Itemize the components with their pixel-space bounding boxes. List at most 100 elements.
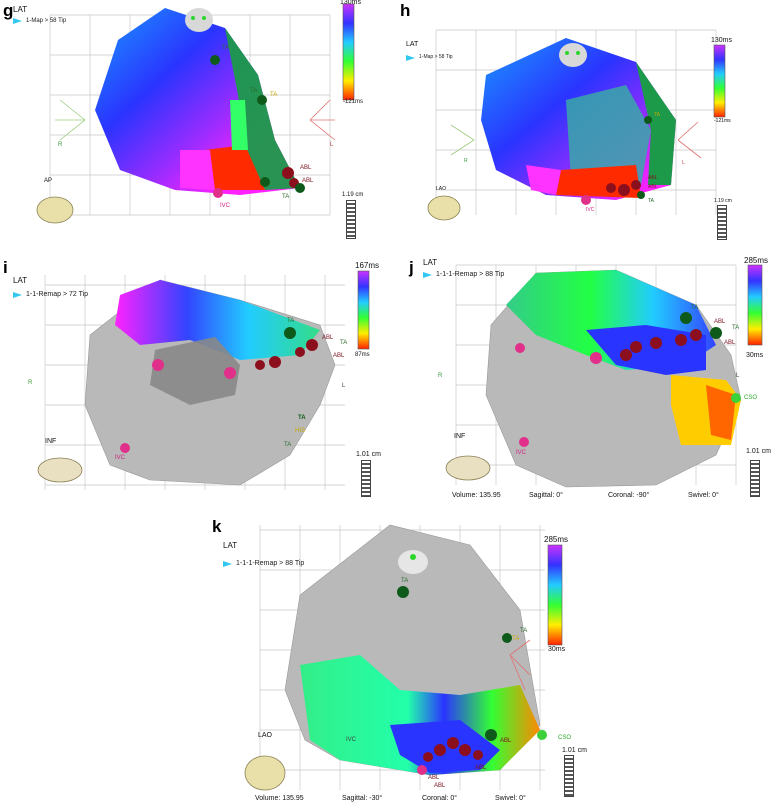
panel-g-label-abl2: ABL: [302, 178, 314, 184]
panel-j-scale-bar: [750, 460, 760, 497]
panel-j-label-cso: CSO: [744, 395, 758, 401]
panel-g: g LAT 1-Map > 58 Tip 130ms -121ms 1.19 c…: [0, 0, 385, 245]
panel-g-cb-bottom: -121ms: [343, 99, 364, 105]
panel-j-label-l: L: [736, 373, 740, 379]
panel-j-coronal: Coronal: -90°: [608, 492, 650, 499]
panel-j-label-ta1: TA: [691, 305, 699, 311]
panel-i: i LAT 1-1-Remap > 72 Tip 167ms 87ms 1.01…: [0, 255, 385, 505]
panel-k-sagittal: Sagittal: -30°: [342, 795, 383, 802]
panel-g-label-l: L: [330, 142, 334, 148]
panel-j-arrow-icon: [423, 272, 432, 278]
panel-h-cb-top: 130ms: [711, 37, 733, 44]
panel-h-view: LAO: [436, 186, 447, 192]
panel-g-label-ivc: IVC: [220, 203, 231, 209]
panel-i-label-abl2: ABL: [333, 353, 345, 359]
panel-i-label-ta3: TA: [298, 415, 306, 421]
panel-j-label-abl2: ABL: [724, 340, 736, 346]
panel-k-arrow-icon: [223, 561, 232, 567]
panel-k-map: [244, 524, 563, 791]
panel-k-cb-top: 285ms: [544, 535, 569, 544]
panel-j: j LAT 1-1-1-Remap > 88 Tip 285ms 30ms 1.…: [386, 255, 773, 505]
panel-i-cb-bottom: 87ms: [355, 352, 370, 358]
panel-i-label-r: R: [28, 380, 33, 386]
panel-g-map-name: 1-Map > 58 Tip: [26, 18, 67, 24]
panel-h-lat: LAT: [406, 41, 419, 48]
panel-g-lat: LAT: [13, 5, 28, 14]
panel-j-label-r: R: [438, 373, 443, 379]
panel-g-axis-right: [309, 99, 336, 141]
panel-k-label-ta1: TA: [401, 578, 409, 584]
panel-h: h LAT 1-Map > 58 Tip 130ms -121ms 1.19 c…: [386, 0, 773, 245]
panel-h-scale-bar: [717, 205, 727, 240]
panel-j-cb-bottom: 30ms: [746, 352, 764, 359]
panel-h-heart-icon: [427, 195, 461, 221]
panel-i-label-his: HIS: [295, 428, 306, 434]
panel-h-label-ta2: TA: [648, 198, 655, 204]
panel-i-map-name: 1-1-Remap > 72 Tip: [26, 291, 89, 298]
panel-g-head-icon: [185, 8, 213, 32]
panel-j-label-abl1: ABL: [714, 319, 726, 325]
panel-g-label-ta1: TA: [222, 45, 230, 51]
panel-k-label-abl1: ABL: [500, 738, 512, 744]
panel-j-sagittal: Sagittal: 0°: [529, 492, 563, 499]
panel-i-label-ta2: TA: [340, 340, 348, 346]
panel-i-label-ta4: TA: [284, 442, 292, 448]
panel-h-label-abl1: ABL: [648, 175, 658, 181]
panel-k-label-abl3: ABL: [434, 783, 446, 789]
panel-g-view: AP: [44, 178, 53, 184]
panel-i-lat: LAT: [13, 276, 28, 285]
panel-k-markers: [397, 586, 547, 775]
panel-h-arrow-icon: [406, 55, 415, 61]
panel-g-scale-label: 1.19 cm: [342, 192, 364, 198]
panel-g-heart-icon: [36, 196, 74, 224]
panel-j-lat: LAT: [423, 258, 438, 267]
panel-g-label-ta2: TA: [250, 88, 258, 94]
panel-k: k LAT 1-1-1-Remap > 88 Tip 285ms 30ms 1.…: [200, 515, 600, 805]
panel-k-scale-label: 1.01 cm: [562, 747, 587, 754]
panel-j-letter: j: [409, 258, 414, 277]
panel-i-view: INF: [45, 438, 57, 445]
panel-i-arrow-icon: [13, 292, 22, 298]
panel-i-label-l: L: [342, 383, 346, 389]
panel-j-map: [445, 264, 763, 488]
panel-k-label-abl4: ABL: [475, 765, 487, 771]
panel-k-swivel: Swivel: 0°: [495, 795, 526, 802]
panel-k-heart-icon: [244, 755, 286, 791]
panel-i-letter: i: [3, 258, 8, 277]
panel-h-head-icon: [559, 43, 587, 67]
panel-i-label-abl1: ABL: [322, 335, 334, 341]
panel-h-cb-bottom: -121ms: [714, 118, 731, 124]
panel-k-scale-bar: [564, 755, 574, 797]
panel-j-markers: [515, 312, 741, 447]
panel-i-scale-bar: [361, 460, 371, 497]
panel-g-label-abl1: ABL: [300, 165, 312, 171]
panel-k-view: LAO: [258, 732, 273, 739]
panel-h-letter: h: [400, 1, 411, 20]
panel-k-label-cso: CSO: [558, 735, 572, 741]
panel-j-heart-icon: [445, 455, 491, 481]
panel-g-cb-top: 130ms: [340, 0, 362, 6]
panel-j-scale-label: 1.01 cm: [746, 448, 771, 455]
panel-k-lat: LAT: [223, 541, 238, 550]
panel-i-label-ta1: TA: [287, 318, 295, 324]
panel-h-label-l: L: [682, 160, 685, 166]
panel-g-label-ta4: TA: [282, 194, 290, 200]
panel-i-label-ivc: IVC: [115, 455, 126, 461]
panel-k-cb-bottom: 30ms: [548, 646, 566, 653]
panel-k-label-ivc: IVC: [346, 737, 357, 743]
panel-k-label-ta3: TA: [512, 636, 520, 642]
panel-h-map-name: 1-Map > 58 Tip: [419, 54, 453, 60]
panel-g-map: [36, 3, 355, 224]
panel-g-scale-bar: [346, 200, 356, 239]
panel-k-letter: k: [212, 517, 222, 536]
panel-k-volume: Volume: 135.95: [255, 795, 304, 802]
panel-k-head-icon: [398, 550, 428, 574]
panel-i-map: [37, 270, 370, 490]
panel-j-view: INF: [454, 433, 466, 440]
panel-i-cb-top: 167ms: [355, 261, 380, 270]
panel-h-scale-label: 1.19 cm: [714, 198, 732, 204]
panel-k-map-name: 1-1-1-Remap > 88 Tip: [236, 560, 305, 567]
panel-j-map-name: 1-1-1-Remap > 88 Tip: [436, 271, 505, 278]
panel-j-label-ta2: TA: [732, 325, 740, 331]
panel-j-volume: Volume: 135.95: [452, 492, 501, 499]
